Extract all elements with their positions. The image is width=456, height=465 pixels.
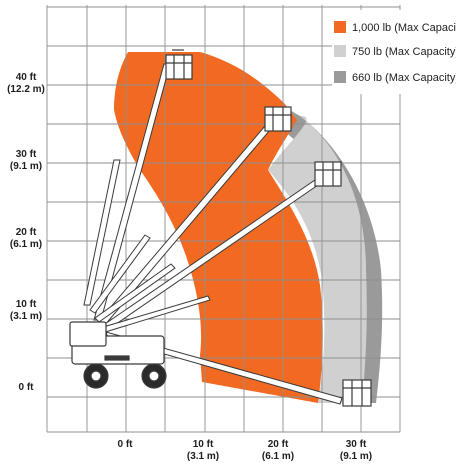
x-tick-label: 0 ft xyxy=(118,439,134,450)
envelope-1000lb xyxy=(114,52,323,403)
platforms xyxy=(165,49,372,407)
y-tick-label: 40 ft xyxy=(16,72,37,83)
platform-upper xyxy=(264,106,292,132)
lift-machine xyxy=(69,321,167,389)
legend-label-660lb: 660 lb (Max Capacity) xyxy=(352,72,456,84)
machine-turret xyxy=(69,321,107,347)
legend-label-1000lb: 1,000 lb (Max Capacity) xyxy=(352,22,456,34)
y-tick-label: 20 ft xyxy=(16,227,37,238)
boom-upper-lower xyxy=(89,234,151,314)
x-tick-metric: (3.1 m) xyxy=(187,451,219,462)
platform-low xyxy=(342,379,372,407)
y-tick-metric: (3.1 m) xyxy=(10,311,42,322)
x-tick-label: 30 ft xyxy=(346,439,367,450)
boom-mid-lower xyxy=(94,263,176,323)
boom-lines xyxy=(83,63,343,405)
legend-swatch-750lb xyxy=(334,45,346,57)
legend-swatch-1000lb xyxy=(334,21,346,33)
y-tick-label: 30 ft xyxy=(16,149,37,160)
y-tick-metric: (9.1 m) xyxy=(10,161,42,172)
legend-label-750lb: 750 lb (Max Capacity) xyxy=(352,46,456,58)
boom-vertical-lower xyxy=(83,159,121,306)
x-tick-label: 10 ft xyxy=(193,439,214,450)
y-tick-label: 10 ft xyxy=(16,299,37,310)
platform-top xyxy=(165,49,193,80)
x-tick-metric: (6.1 m) xyxy=(262,451,294,462)
envelope-750lb xyxy=(268,115,367,403)
legend: 1,000 lb (Max Capacity) 750 lb (Max Capa… xyxy=(332,10,456,94)
y-tick-metric: (12.2 m) xyxy=(7,84,45,95)
x-axis-labels: 0 ft 10 ft (3.1 m) 20 ft (6.1 m) 30 ft (… xyxy=(118,439,373,462)
y-axis-labels: 40 ft (12.2 m) 30 ft (9.1 m) 20 ft (6.1 … xyxy=(7,72,45,393)
y-tick-metric: (6.1 m) xyxy=(10,239,42,250)
legend-swatch-660lb xyxy=(334,71,346,83)
x-tick-metric: (9.1 m) xyxy=(340,451,372,462)
x-tick-label: 20 ft xyxy=(268,439,289,450)
y-tick-label: 0 ft xyxy=(19,382,35,393)
platform-mid xyxy=(314,161,342,187)
